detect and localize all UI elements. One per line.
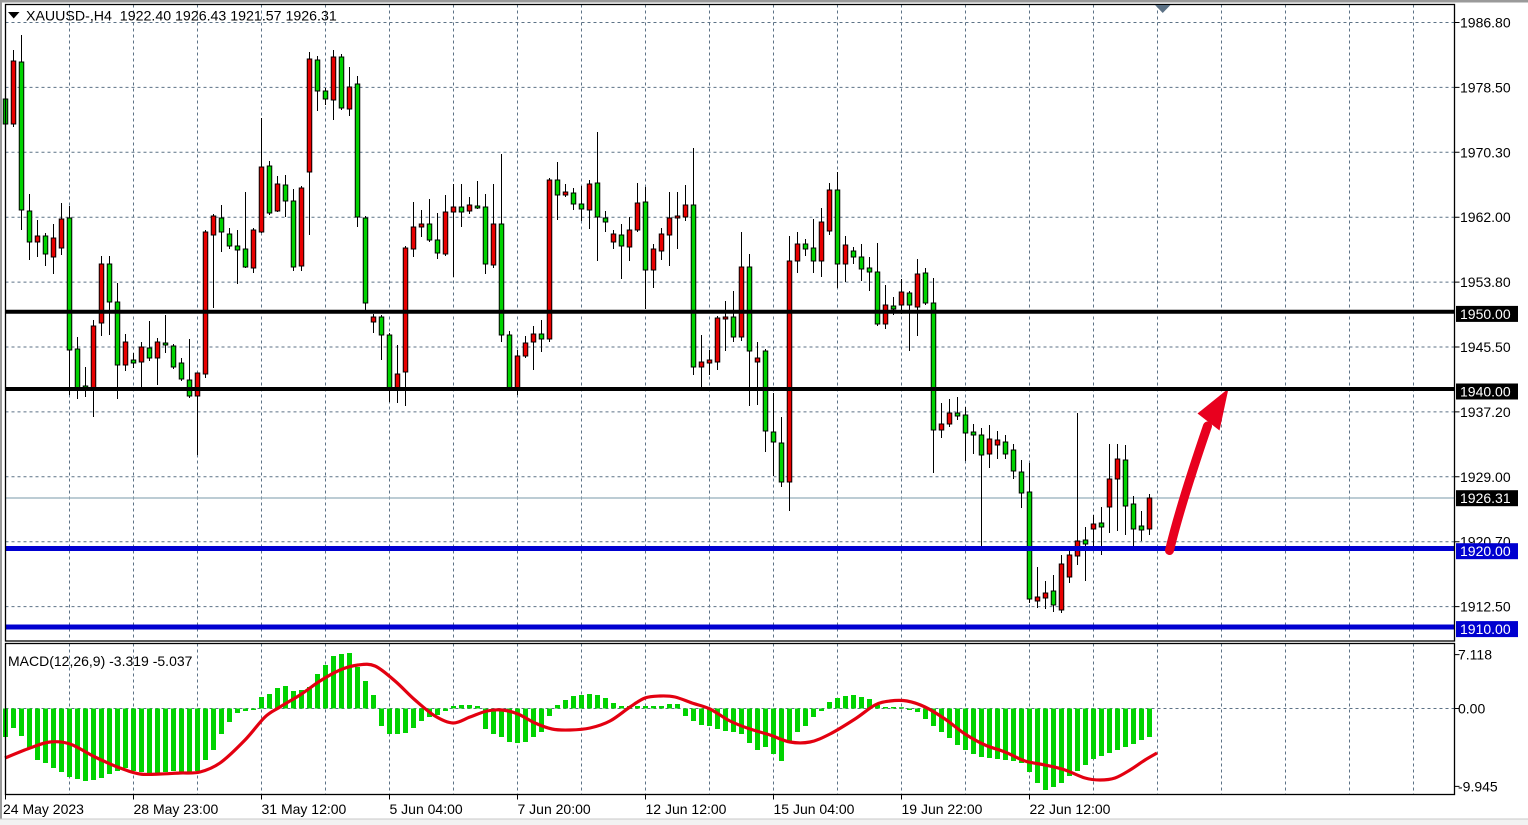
svg-text:1912.50: 1912.50 [1460,599,1511,615]
svg-text:1950.00: 1950.00 [1460,306,1511,322]
svg-text:-9.945: -9.945 [1458,778,1498,794]
svg-text:1937.20: 1937.20 [1460,404,1511,420]
svg-text:1920.00: 1920.00 [1460,543,1511,559]
svg-text:1945.50: 1945.50 [1460,339,1511,355]
svg-text:MACD(12,26,9) -3.319 -5.037: MACD(12,26,9) -3.319 -5.037 [8,653,193,669]
svg-text:XAUUSD-,H4 1922.40 1926.43 19: XAUUSD-,H4 1922.40 1926.43 1921.57 1926.… [26,9,337,25]
svg-text:1953.80: 1953.80 [1460,274,1511,290]
svg-text:12 Jun 12:00: 12 Jun 12:00 [646,801,727,817]
svg-text:1970.30: 1970.30 [1460,144,1511,160]
svg-text:31 May 12:00: 31 May 12:00 [262,801,347,817]
svg-text:24 May 2023: 24 May 2023 [3,801,84,817]
svg-text:19 Jun 22:00: 19 Jun 22:00 [902,801,983,817]
svg-text:1910.00: 1910.00 [1460,621,1511,637]
svg-text:1978.50: 1978.50 [1460,79,1511,95]
svg-text:1929.00: 1929.00 [1460,469,1511,485]
svg-text:1962.00: 1962.00 [1460,209,1511,225]
svg-text:7.118: 7.118 [1458,647,1492,663]
svg-text:1926.31: 1926.31 [1460,490,1511,506]
svg-text:7 Jun 20:00: 7 Jun 20:00 [518,801,591,817]
svg-text:28 May 23:00: 28 May 23:00 [134,801,219,817]
svg-text:22 Jun 12:00: 22 Jun 12:00 [1030,801,1111,817]
svg-text:0.00: 0.00 [1458,701,1485,717]
svg-text:15 Jun 04:00: 15 Jun 04:00 [774,801,855,817]
svg-text:1986.80: 1986.80 [1460,15,1511,31]
svg-text:1940.00: 1940.00 [1460,384,1511,400]
svg-text:5 Jun 04:00: 5 Jun 04:00 [390,801,463,817]
